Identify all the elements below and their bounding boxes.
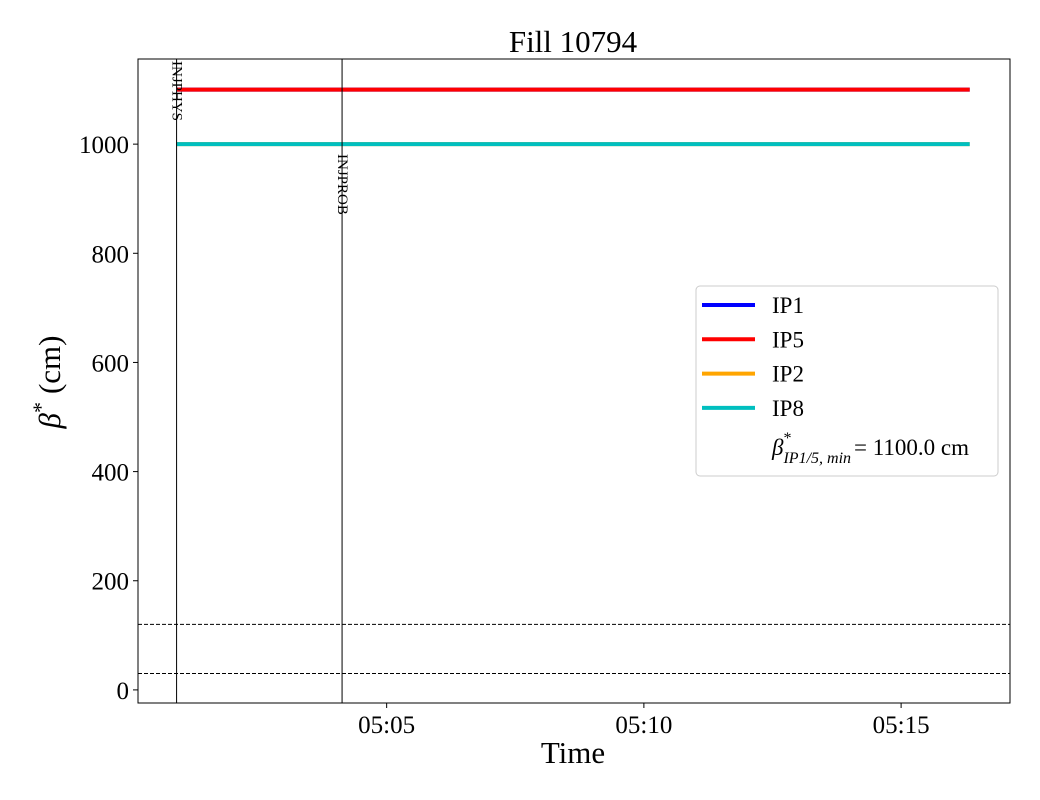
event-label: INJPHYS (169, 61, 185, 121)
y-label-symbol: β (32, 412, 67, 429)
y-label-unit: (cm) (32, 336, 67, 395)
legend: IP1 IP5 IP2 IP8 β* IP1/5, min = 1100.0 cm (695, 285, 999, 477)
legend-box (695, 285, 999, 477)
y-tick-label: 400 (92, 460, 130, 487)
legend-label: IP2 (772, 362, 804, 387)
x-tick-label: 05:15 (873, 712, 930, 739)
x-tick-label: 05:10 (615, 712, 672, 739)
legend-note-text: = 1100.0 cm (854, 435, 969, 460)
y-axis-label-text: β* (cm) (28, 336, 67, 430)
legend-label: IP1 (772, 293, 804, 318)
y-tick-label: 800 (92, 241, 130, 268)
chart-title: Fill 10794 (509, 24, 638, 59)
event-label: INJPROB (334, 154, 350, 215)
y-tick-label: 200 (92, 569, 130, 596)
y-tick-label: 1000 (79, 132, 129, 159)
y-tick-label: 600 (92, 350, 130, 377)
legend-note-sub: IP1/5, min (782, 450, 851, 467)
x-axis-label: Time (541, 735, 605, 770)
legend-note: β* IP1/5, min = 1100.0 cm (771, 430, 969, 467)
y-label-sup: * (28, 402, 53, 413)
y-tick-label: 0 (117, 678, 130, 705)
y-axis-label: β* (cm) (28, 336, 67, 430)
x-tick-label: 05:05 (358, 712, 415, 739)
legend-label: IP5 (772, 327, 804, 352)
plot-frame (137, 58, 1011, 704)
legend-note-symbol: β (771, 435, 784, 460)
legend-note-sup: * (783, 430, 791, 447)
legend-label: IP8 (772, 396, 804, 421)
